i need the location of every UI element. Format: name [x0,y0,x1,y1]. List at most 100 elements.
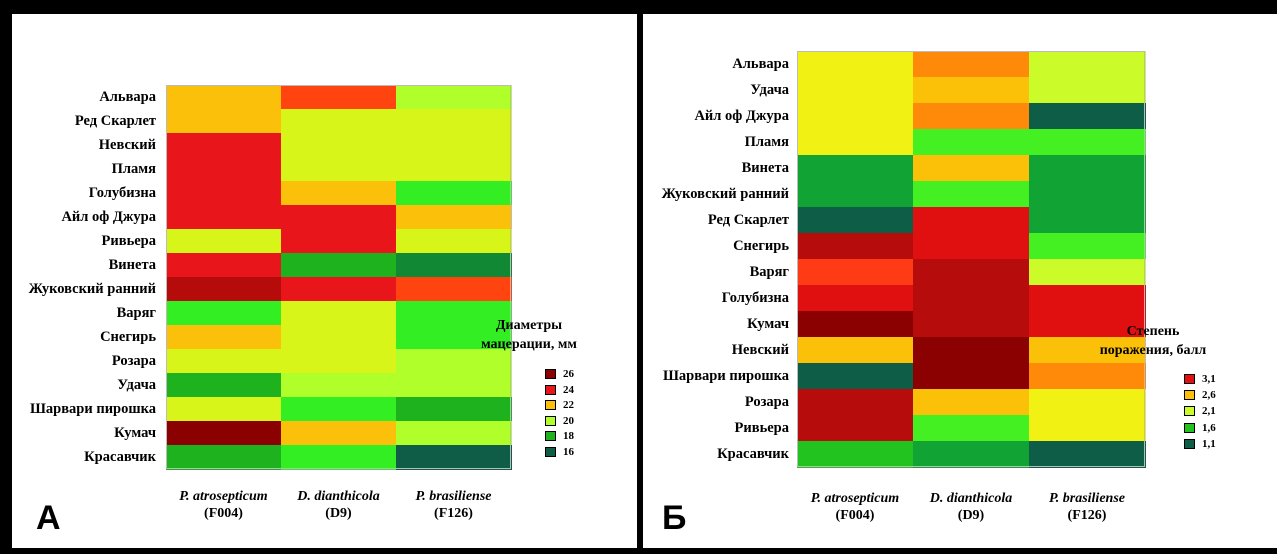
row-label: Ривьера [101,233,156,249]
heatmap-cell [281,253,397,278]
heatmap-cell [281,301,397,326]
heatmap-cell [396,229,512,254]
row-label: Пламя [744,134,789,150]
heatmap-cell [797,155,914,182]
legend-title-line: Диаметры [495,318,563,333]
legend-swatch [1184,390,1195,401]
legend-title-line: поражения, балл [1099,343,1207,358]
heatmap-cell [1029,337,1146,364]
legend-swatch [545,415,556,426]
legend-swatch [545,369,556,379]
heatmap-cell [913,51,1030,78]
row-label: Голубизна [721,290,789,306]
heatmap-cell [281,445,397,470]
heatmap-cell [797,259,914,286]
heatmap-cell [1029,389,1146,416]
heatmap-cell [281,133,397,158]
legend-label: 1,1 [1202,437,1216,450]
heatmap-cell [797,233,914,260]
row-label: Удача [750,82,789,98]
heatmap-cell [281,109,397,134]
legend-swatch [545,384,556,395]
legend-label: 22 [563,399,574,412]
heatmap-cell [166,157,282,182]
heatmap-cell [396,133,512,158]
heatmap-cell [913,389,1030,416]
heatmap-cell [913,441,1030,468]
heatmap-cell [281,205,397,230]
heatmap-cell [1029,441,1146,468]
row-label: Жуковский ранний [661,186,789,202]
heatmap-cell [166,373,282,398]
row-label: Красавчик [717,446,789,462]
row-label: Варяг [116,305,156,321]
row-label: Айл оф Джура [61,209,156,225]
heatmap-cell [166,325,282,350]
row-label: Удача [117,377,156,393]
column-species: P. atrosepticum [179,489,268,504]
heatmap-cell [797,129,914,156]
heatmap-cell [166,253,282,278]
column-species: P. atrosepticum [810,491,900,506]
row-label: Невский [98,137,156,153]
heatmap-cell [913,363,1030,390]
row-label: Шарвари пирошка [29,401,156,417]
panel-label-a: А [36,499,61,537]
heatmap-cell [1029,259,1146,286]
heatmap-cell [913,233,1030,260]
heatmap-cell [396,301,512,326]
column-label: P. brasiliense (F126) [1014,490,1160,524]
column-label: D. dianthicola (D9) [266,488,411,522]
heatmap-cell [166,205,282,230]
legend-swatch [545,400,556,411]
column-label: D. dianthicola (D9) [898,490,1044,524]
legend-label: 18 [563,430,574,443]
legend-label: 16 [563,446,574,458]
legend-label: 3,1 [1202,373,1216,385]
heatmap-cell [913,181,1030,208]
heatmap-cell [1029,155,1146,182]
heatmap-cell [1029,285,1146,312]
heatmap-cell [913,103,1030,130]
heatmap-cell [166,109,282,134]
heatmap-cell [281,349,397,374]
heatmap-cell [396,205,512,230]
heatmap-cell [797,363,914,390]
panel-divider [637,0,643,554]
heatmap-cell [797,389,914,416]
column-species: D. dianthicola [929,491,1013,506]
legend-title-line: мацерации, мм [481,337,577,352]
column-strain: (F126) [434,506,473,521]
heatmap-cell [396,85,512,110]
legend-swatch [1184,374,1195,384]
column-label: P. brasiliense (F126) [381,488,526,522]
column-strain: (F004) [204,506,243,521]
heatmap-cell [797,415,914,442]
column-species: P. brasiliense [415,489,492,504]
heatmap-cell [166,277,282,302]
legend-swatch [545,431,556,442]
heatmap-cell [396,157,512,182]
column-strain: (D9) [957,508,985,523]
row-label: Жуковский ранний [28,281,156,297]
heatmap-cell [281,229,397,254]
row-label: Невский [731,342,789,358]
row-label: Голубизна [88,185,156,201]
heatmap-cell [396,325,512,350]
row-label: Винета [741,160,789,176]
heatmap-cell [1029,207,1146,234]
column-strain: (F004) [835,508,875,523]
legend-title: Степень поражения, балл [1088,322,1218,360]
heatmap-cell [281,373,397,398]
heatmap-cell [1029,181,1146,208]
heatmap-cell [1029,415,1146,442]
heatmap-cell [1029,363,1146,390]
heatmap-panel-a: А Альвара Ред Скарлет Невский Пламя Голубизн… [12,14,637,548]
heatmap-cell [396,421,512,446]
heatmap-cell [166,133,282,158]
heatmap-cell [396,109,512,134]
row-label: Розара [111,353,156,369]
row-label: Альвара [99,89,156,105]
heatmap-cell [281,325,397,350]
heatmap-cell [166,301,282,326]
